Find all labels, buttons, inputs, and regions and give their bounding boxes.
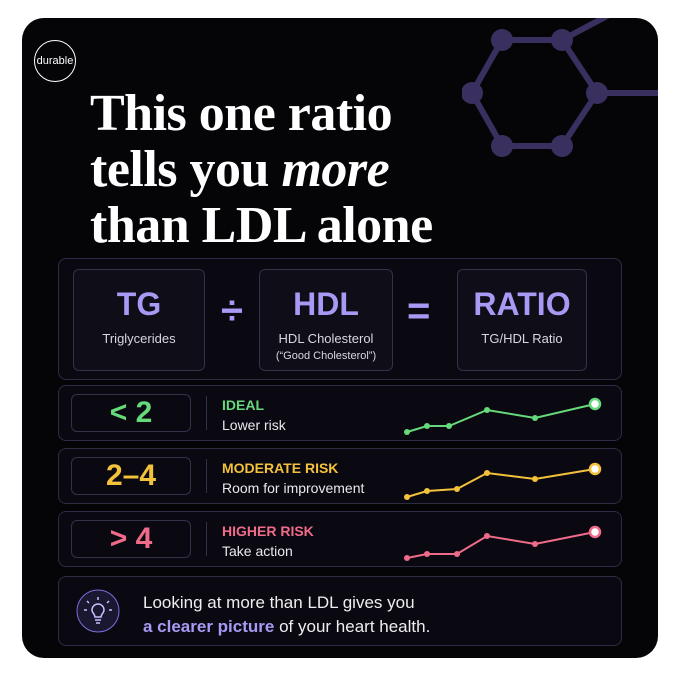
footer-rest: of your heart health. (279, 617, 431, 636)
term-note: (“Good Cholesterol”) (275, 350, 377, 362)
footer-highlight: a clearer picture (143, 617, 275, 636)
risk-level: HIGHER RISK (222, 523, 314, 539)
risk-description: Lower risk (222, 417, 286, 433)
range-row: < 2 IDEAL Lower risk (58, 385, 622, 441)
risk-description: Take action (222, 543, 293, 559)
term-abbr: RATIO (473, 286, 571, 322)
headline: This one ratio tells you more than LDL a… (90, 86, 433, 254)
separator (206, 459, 207, 493)
logo: durable (34, 40, 76, 82)
range-value: < 2 (71, 394, 191, 432)
footer-text: Looking at more than LDL gives you a cle… (143, 591, 430, 639)
risk-level: MODERATE RISK (222, 460, 339, 476)
headline-line: tells you more (90, 142, 433, 198)
footer-line: Looking at more than LDL gives you (143, 593, 415, 612)
headline-emphasis: more (281, 141, 390, 198)
trend-decor (404, 525, 602, 561)
separator (206, 522, 207, 556)
trend-decor (404, 397, 602, 435)
trend-decor (404, 462, 602, 500)
risk-level: IDEAL (222, 397, 264, 413)
term-abbr: HDL (293, 286, 359, 322)
footer-panel: Looking at more than LDL gives you a cle… (58, 576, 622, 646)
headline-line: This one ratio (90, 85, 393, 142)
divide-sign: ÷ (221, 289, 243, 333)
formula-panel: TG Triglycerides ÷ HDL HDL Cholesterol (… (58, 258, 622, 380)
headline-line: than LDL alone (90, 197, 433, 254)
term-label: Triglycerides (102, 331, 176, 346)
term-label: TG/HDL Ratio (481, 331, 563, 346)
range-value: > 4 (71, 520, 191, 558)
card: durable This one ratio tells you more th… (22, 18, 658, 658)
term-box: HDL HDL Cholesterol (“Good Cholesterol”) (259, 269, 393, 371)
range-value: 2–4 (71, 457, 191, 495)
headline-text: tells you (90, 141, 269, 198)
footer-line: a clearer picture of your heart health. (143, 615, 430, 639)
term-box: TG Triglycerides (73, 269, 205, 371)
molecule-decor (462, 18, 658, 157)
term-label: HDL Cholesterol (278, 331, 374, 346)
separator (206, 396, 207, 430)
term-abbr: TG (116, 286, 162, 322)
range-row: > 4 HIGHER RISK Take action (58, 511, 622, 567)
range-row: 2–4 MODERATE RISK Room for improvement (58, 448, 622, 504)
risk-description: Room for improvement (222, 480, 365, 496)
equals-sign: = (407, 289, 431, 333)
bulb-icon (76, 589, 120, 633)
term-box: RATIO TG/HDL Ratio (457, 269, 587, 371)
